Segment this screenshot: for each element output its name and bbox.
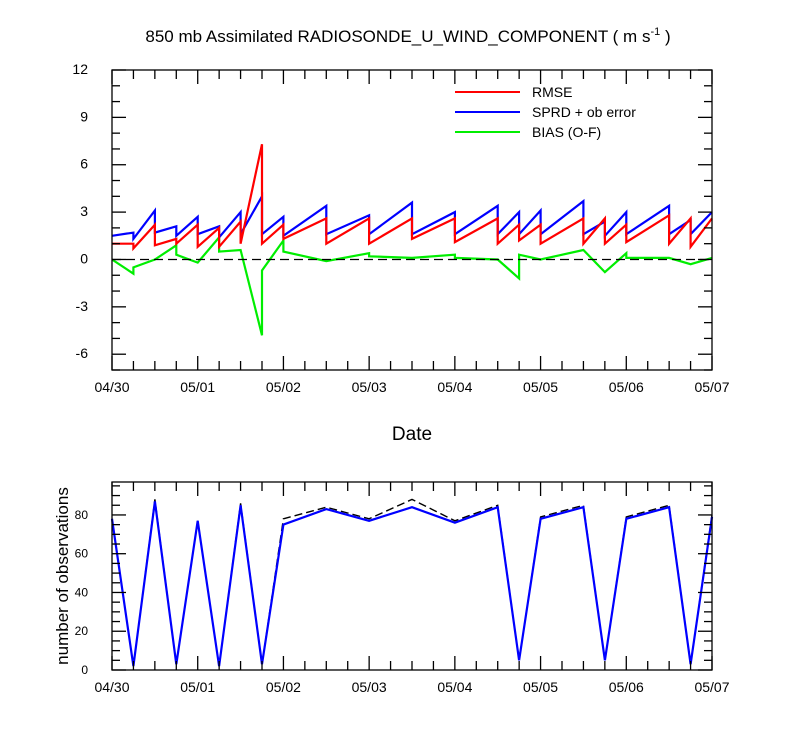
top-x-axis-label: Date <box>392 424 432 445</box>
top-axes: 04/30 05/01 05/02 05/03 05/04 05/05 05/06 05/07… <box>72 61 729 395</box>
bottom-x-tick-label: 04/30 <box>94 679 129 695</box>
legend-label-rmse: RMSE <box>532 84 572 100</box>
top-y-tick-label: 9 <box>80 108 88 124</box>
top-chart: 04/30 05/01 05/02 05/03 05/04 05/05 05/06 05/07… <box>72 61 729 445</box>
bottom-y-tick-label: 60 <box>75 547 89 561</box>
bottom-x-tick-label: 05/02 <box>266 679 301 695</box>
top-x-tick-label: 05/02 <box>266 379 301 395</box>
top-x-tick-label: 04/30 <box>94 379 129 395</box>
bottom-y-tick-label: 40 <box>75 585 89 599</box>
bottom-x-tick-label: 05/05 <box>523 679 558 695</box>
top-x-tick-label: 05/07 <box>694 379 729 395</box>
bottom-x-tick-label: 05/03 <box>352 679 387 695</box>
bottom-y-tick-label: 20 <box>75 624 89 638</box>
bottom-x-tick-label: 05/04 <box>437 679 472 695</box>
bottom-plot-frame <box>111 481 713 671</box>
title-superscript: -1 <box>650 26 660 38</box>
top-series-bias-o-f <box>111 234 713 336</box>
bottom-y-tick-label: 0 <box>81 663 88 677</box>
top-x-tick-label: 05/01 <box>180 379 215 395</box>
top-series-rmse <box>112 143 713 252</box>
top-y-tick-label: -6 <box>76 345 89 361</box>
bottom-x-tick-label: 05/06 <box>609 679 644 695</box>
bottom-series-obs-used <box>110 501 714 667</box>
bottom-chart: 04/30 05/01 05/02 05/03 05/04 05/05 05/06 05/07… <box>53 481 730 695</box>
title-main: 850 mb Assimilated RADIOSONDE_U_WIND_COM… <box>145 27 650 46</box>
top-x-tick-label: 05/04 <box>437 379 472 395</box>
legend-label-bias-o-f: BIAS (O-F) <box>532 124 601 140</box>
bottom-series-obs-possible <box>111 498 713 667</box>
bottom-axes: 04/30 05/01 05/02 05/03 05/04 05/05 05/06 05/07… <box>75 481 730 695</box>
top-y-tick-label: 3 <box>80 203 88 219</box>
top-x-tick-label: 05/03 <box>352 379 387 395</box>
bottom-lines <box>110 498 714 667</box>
legend-label-sprd-ob-error: SPRD + ob error <box>532 104 636 120</box>
top-series-sprd-ob-error <box>111 192 713 243</box>
figure-title: 850 mb Assimilated RADIOSONDE_U_WIND_COM… <box>145 26 670 46</box>
bottom-x-tick-label: 05/01 <box>180 679 215 695</box>
top-x-tick-label: 05/05 <box>523 379 558 395</box>
bottom-y-tick-label: 80 <box>75 508 89 522</box>
legend: RMSE SPRD + ob error BIAS (O-F) <box>455 84 636 140</box>
top-y-tick-label: 6 <box>80 156 88 172</box>
top-y-tick-label: 0 <box>80 250 88 266</box>
bottom-y-axis-label: number of observations <box>53 487 72 665</box>
top-y-tick-label: 12 <box>72 61 88 77</box>
bottom-x-tick-label: 05/07 <box>694 679 729 695</box>
top-lines <box>111 143 713 336</box>
top-x-tick-label: 05/06 <box>609 379 644 395</box>
title-suffix: ) <box>660 27 670 46</box>
top-y-tick-label: -3 <box>76 298 89 314</box>
